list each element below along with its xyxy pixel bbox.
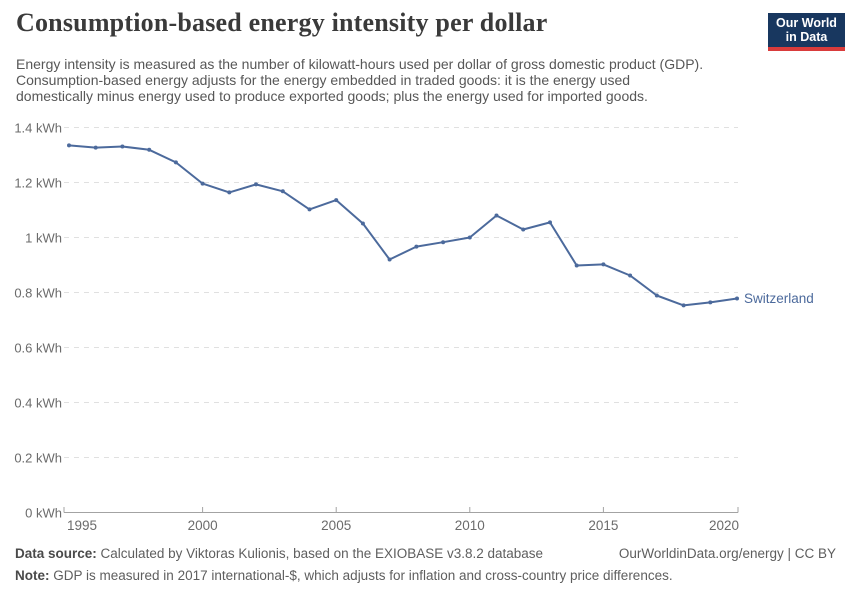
y-tick-label: 0 kWh (25, 506, 62, 521)
footer-note-row: Note: GDP is measured in 2017 internatio… (15, 568, 836, 583)
data-point (681, 303, 686, 308)
owid-logo-line1: Our World (776, 16, 837, 30)
data-point (147, 147, 152, 152)
data-point (441, 240, 446, 245)
series-line (68, 144, 738, 307)
y-tick-label: 0.2 kWh (14, 451, 62, 466)
data-point (120, 144, 125, 149)
data-point (414, 244, 419, 249)
footer-source-row: Data source: Calculated by Viktoras Kuli… (15, 546, 836, 561)
y-tick-label: 0.8 kWh (14, 286, 62, 301)
data-point (173, 160, 178, 165)
owid-link[interactable]: OurWorldinData.org/energy | CC BY (618, 546, 836, 561)
data-point (628, 273, 633, 278)
data-point (574, 263, 579, 268)
chart-title: Consumption-based energy intensity per d… (16, 8, 548, 37)
data-point (67, 143, 71, 148)
data-point (280, 189, 285, 194)
data-point (254, 182, 258, 187)
data-point (200, 181, 205, 186)
x-tick-label: 2020 (709, 518, 739, 533)
data-point (654, 293, 659, 298)
note-label: Note: (15, 568, 50, 583)
y-tick-label: 1.4 kWh (14, 121, 62, 136)
data-point (387, 257, 392, 262)
data-point (307, 207, 312, 212)
data-point (227, 190, 232, 195)
owid-logo-line2: in Data (785, 30, 828, 44)
y-tick-label: 1 kWh (25, 231, 62, 246)
data-point (334, 198, 339, 203)
data-point (708, 300, 713, 305)
x-tick-label: 2000 (188, 518, 218, 533)
x-tick-label: 1995 (67, 518, 97, 533)
chart-subtitle-line: Energy intensity is measured as the numb… (16, 56, 704, 72)
data-point (601, 262, 606, 267)
data-point (548, 220, 552, 225)
note-text: GDP is measured in 2017 international-$,… (53, 568, 673, 583)
data-point (93, 145, 98, 150)
data-source-label: Data source: (15, 546, 97, 561)
data-source: Data source: Calculated by Viktoras Kuli… (15, 546, 543, 561)
data-point (735, 296, 739, 301)
chart-subtitle: Energy intensity is measured as the numb… (16, 56, 703, 105)
y-tick-label: 0.6 kWh (14, 341, 62, 356)
y-tick-label: 0.4 kWh (14, 396, 62, 411)
x-tick-label: 2015 (588, 518, 618, 533)
y-tick-label: 1.2 kWh (14, 176, 62, 191)
data-point (521, 227, 526, 232)
owid-logo[interactable]: Our World in Data (768, 13, 845, 51)
chart-subtitle-line: domestically minus energy used to produc… (16, 88, 648, 105)
data-point (494, 213, 499, 218)
data-point (360, 221, 365, 226)
entity-label[interactable]: Switzerland (744, 291, 814, 306)
x-tick-label: 2005 (321, 518, 351, 533)
x-tick-label: 2010 (455, 518, 485, 533)
chart-subtitle-line: Consumption-based energy adjusts for the… (16, 72, 631, 89)
data-source-text: Calculated by Viktoras Kulionis, based o… (100, 546, 544, 561)
data-point (467, 235, 472, 240)
